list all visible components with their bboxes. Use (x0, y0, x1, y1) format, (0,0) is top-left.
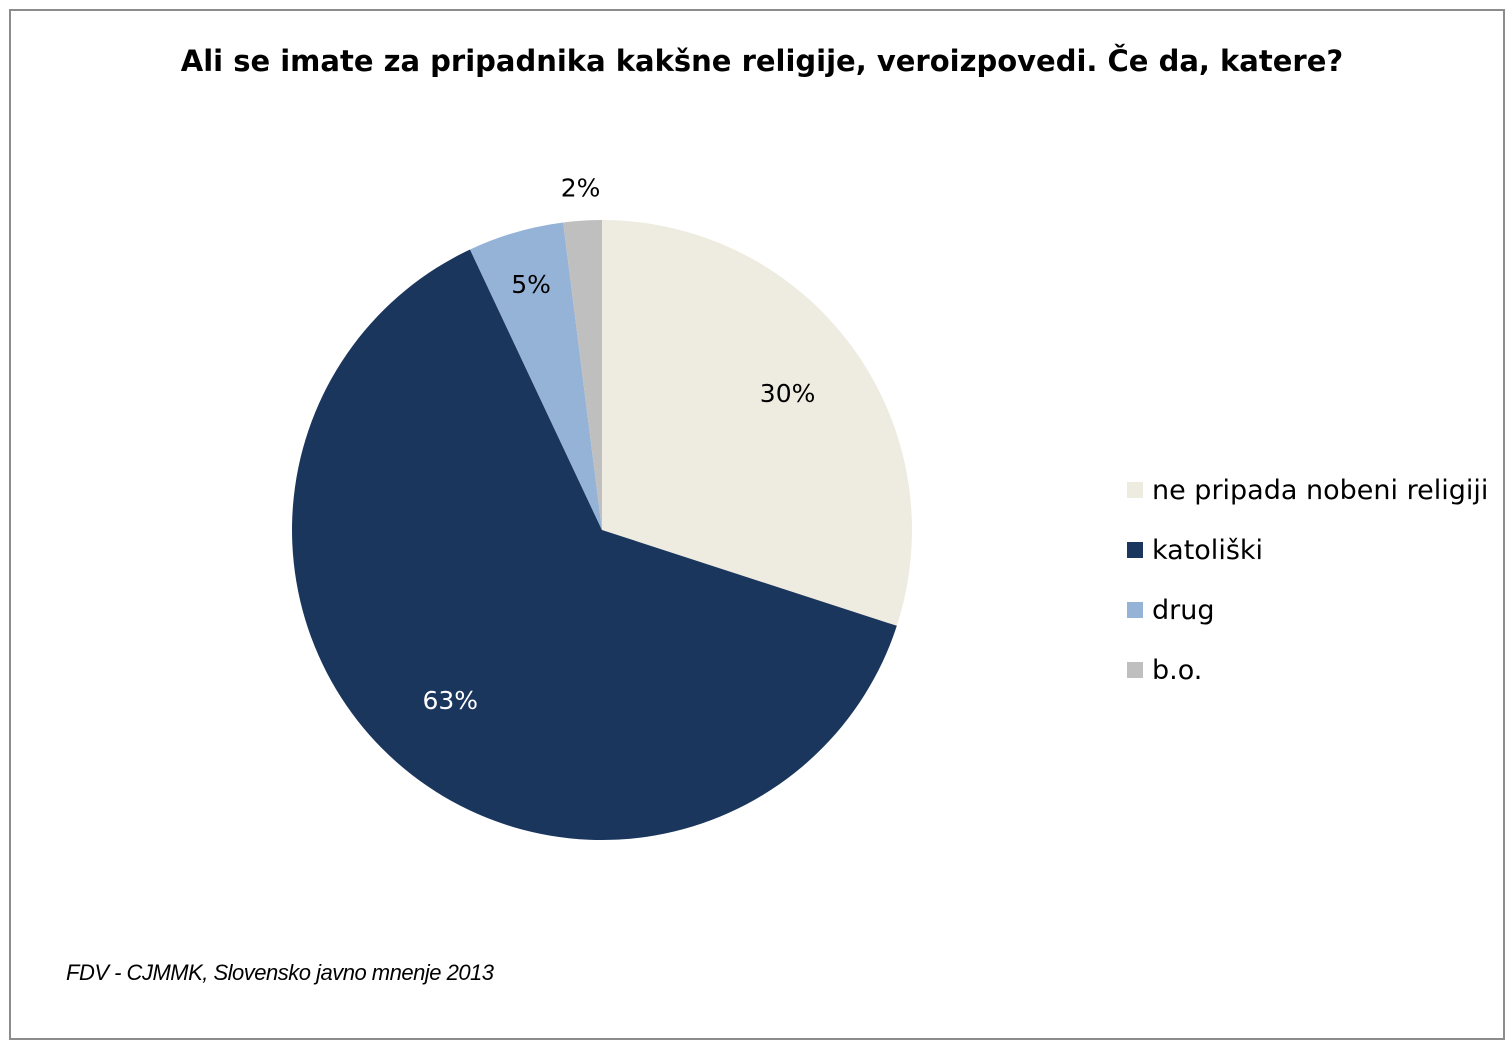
pie-slice-no-answer (563, 220, 602, 530)
legend-swatch (1127, 542, 1143, 558)
legend-item-catholic: katoliški (1127, 520, 1488, 580)
legend-swatch (1127, 662, 1143, 678)
pie-slice-none (602, 220, 913, 626)
legend-item-no-answer: b.o. (1127, 640, 1488, 700)
legend: ne pripada nobeni religiji katoliški drug b… (1127, 460, 1488, 700)
chart-title: Ali se imate za pripadnika kakšne religi… (180, 44, 1344, 78)
legend-item-none: ne pripada nobeni religiji (1127, 460, 1488, 520)
pie-slice-catholic (292, 249, 897, 840)
source-note: FDV - CJMMK, Slovensko javno mnenje 2013 (66, 960, 494, 985)
data-label-catholic: 63% (423, 686, 479, 715)
data-label-none: 30% (760, 379, 816, 408)
data-label-no-answer: 2% (561, 174, 601, 203)
legend-label: b.o. (1152, 654, 1203, 686)
data-label-other: 5% (511, 270, 551, 299)
pie-slice-other (470, 222, 602, 530)
legend-label: drug (1152, 594, 1215, 626)
legend-label: ne pripada nobeni religiji (1152, 474, 1489, 506)
legend-swatch (1127, 482, 1143, 498)
legend-label: katoliški (1152, 534, 1264, 566)
legend-swatch (1127, 602, 1143, 618)
legend-item-other: drug (1127, 580, 1488, 640)
